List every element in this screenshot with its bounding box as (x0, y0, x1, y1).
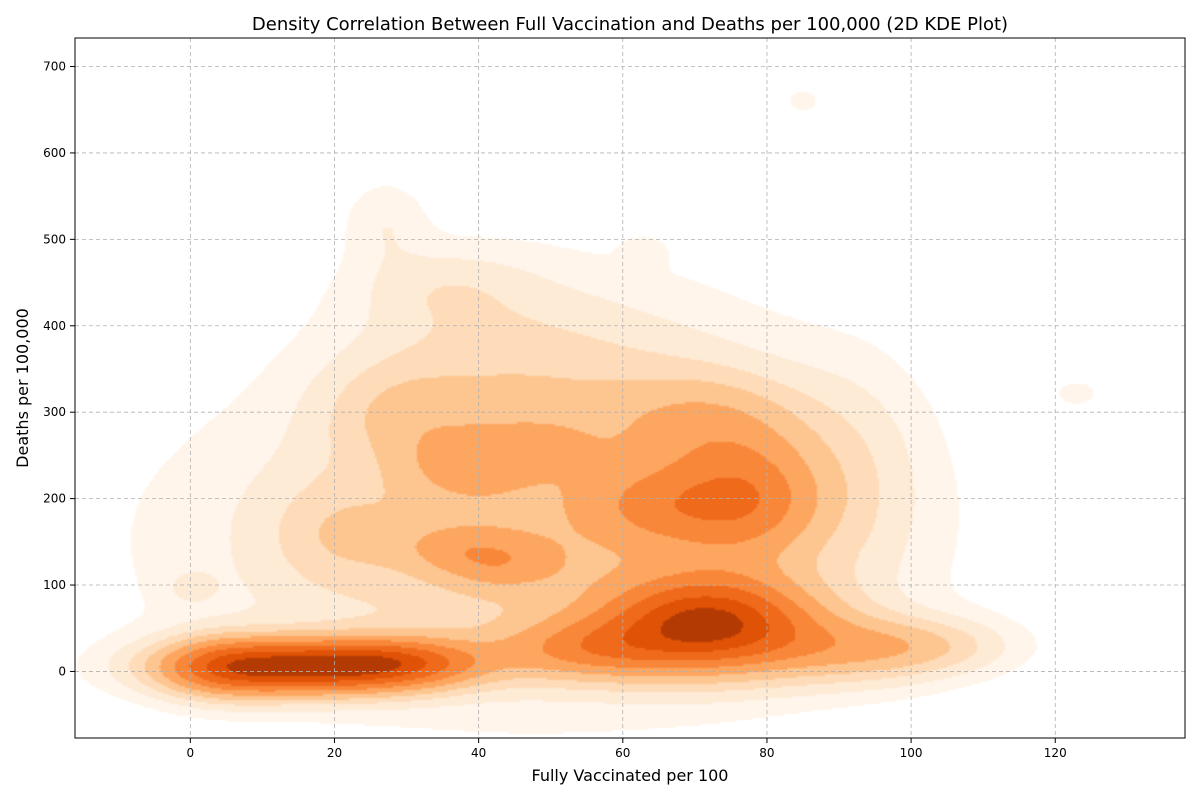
x-tick-label: 40 (471, 746, 486, 760)
grid-overlay (75, 38, 1185, 738)
y-tick-label: 500 (43, 232, 66, 246)
x-axis-ticks: 0 20 40 60 80 100 120 (187, 738, 1067, 760)
y-tick-label: 300 (43, 405, 66, 419)
x-tick-label: 80 (759, 746, 774, 760)
density-plot-area (75, 38, 1185, 738)
density-heatmap (75, 38, 1185, 738)
x-tick-label: 0 (187, 746, 195, 760)
y-tick-label: 0 (58, 664, 66, 678)
x-tick-label: 120 (1044, 746, 1067, 760)
y-axis-ticks: 0 100 200 300 400 500 600 700 (43, 60, 75, 678)
x-tick-label: 60 (615, 746, 630, 760)
x-tick-label: 100 (900, 746, 923, 760)
x-tick-label: 20 (327, 746, 342, 760)
y-axis-label: Deaths per 100,000 (13, 308, 32, 468)
y-tick-label: 400 (43, 319, 66, 333)
y-tick-label: 100 (43, 578, 66, 592)
plot-frame (74, 37, 1186, 739)
y-tick-label: 600 (43, 146, 66, 160)
y-tick-label: 700 (43, 60, 66, 74)
y-tick-label: 200 (43, 492, 66, 506)
chart-title: Density Correlation Between Full Vaccina… (252, 14, 1008, 35)
x-axis-label: Fully Vaccinated per 100 (532, 766, 729, 785)
